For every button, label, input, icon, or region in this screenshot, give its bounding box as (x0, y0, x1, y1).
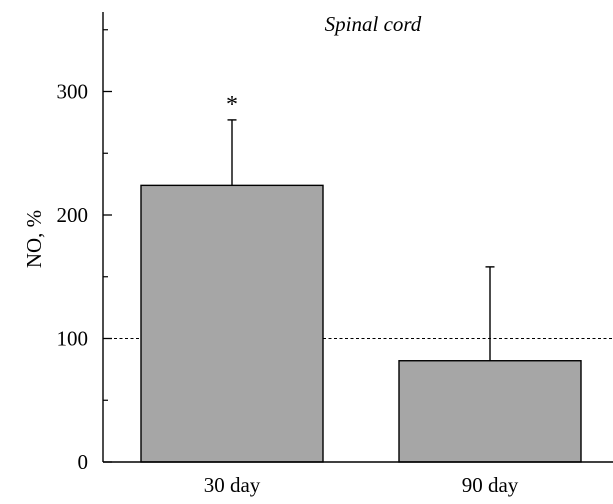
significance-marker: * (226, 92, 238, 118)
y-tick-label: 200 (57, 203, 89, 227)
y-tick-label: 300 (57, 80, 89, 104)
y-ticks-layer: 0 100 200 300 (57, 29, 112, 474)
x-category-label: 30 day (204, 473, 261, 497)
y-axis-title: NO, % (22, 210, 46, 268)
bars-layer: * (140, 92, 582, 463)
axes-layer (102, 12, 613, 463)
x-category-labels-layer: 30 day 90 day (204, 473, 519, 497)
chart-title: Spinal cord (325, 12, 422, 36)
y-tick-label: 0 (78, 450, 89, 474)
y-tick-label: 100 (57, 327, 89, 351)
bar (140, 184, 324, 463)
bar (398, 360, 582, 463)
x-category-label: 90 day (462, 473, 519, 497)
